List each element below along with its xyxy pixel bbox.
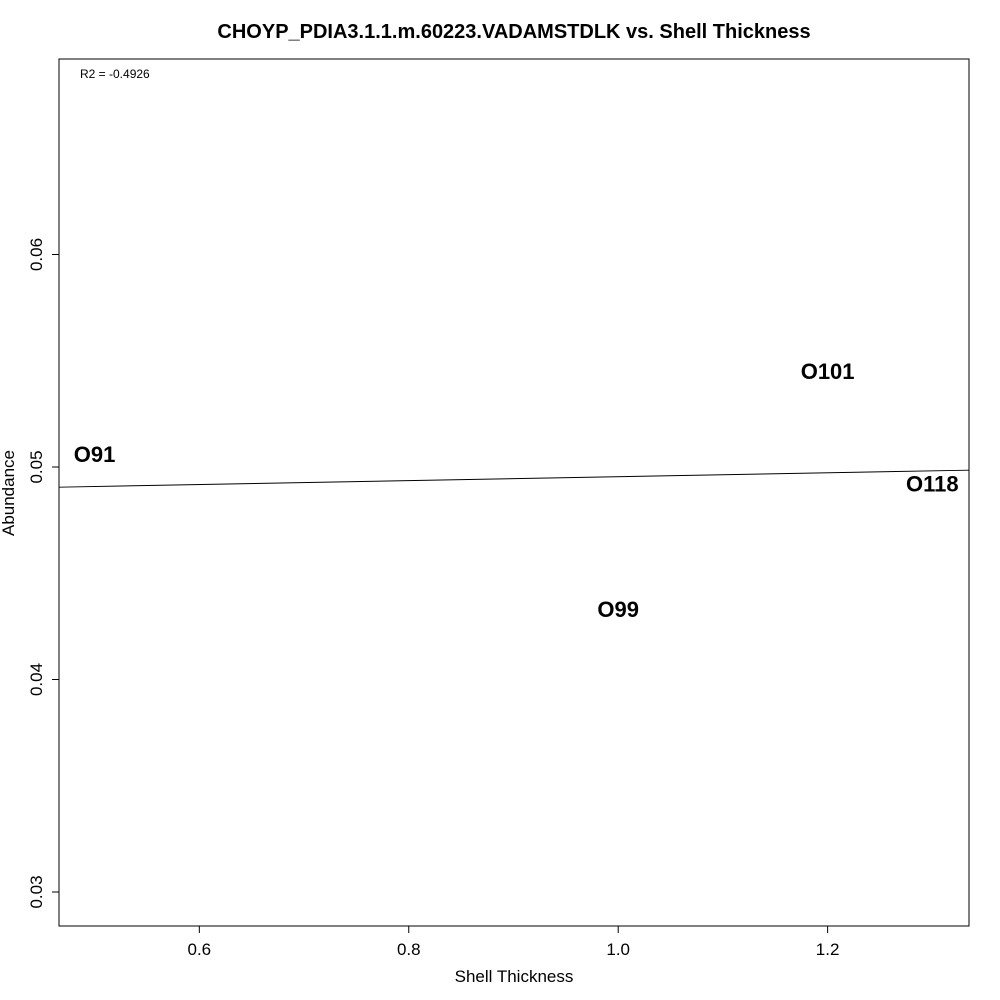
x-tick-label: 1.2 — [816, 940, 840, 959]
y-axis: 0.03 0.04 0.05 0.06 — [27, 238, 60, 909]
x-tick-label: 1.0 — [606, 940, 630, 959]
x-axis-label: Shell Thickness — [455, 967, 574, 986]
x-tick-label: 0.8 — [397, 940, 421, 959]
data-point-label: O101 — [801, 359, 855, 384]
y-tick-label: 0.03 — [27, 875, 46, 908]
y-tick-label: 0.05 — [27, 450, 46, 483]
y-axis-label: Abundance — [0, 450, 18, 536]
data-point-label: O91 — [74, 442, 116, 467]
data-point-label: O118 — [906, 472, 959, 497]
chart-title: CHOYP_PDIA3.1.1.m.60223.VADAMSTDLK vs. S… — [217, 21, 810, 43]
data-points: O91 O99 O101 O118 — [74, 359, 959, 622]
regression-line — [58, 469, 970, 488]
y-tick-label: 0.04 — [27, 663, 46, 696]
data-point-label: O99 — [597, 597, 639, 622]
x-tick-label: 0.6 — [188, 940, 212, 959]
r2-annotation: R2 = -0.4926 — [80, 67, 150, 81]
x-axis: 0.6 0.8 1.0 1.2 — [188, 925, 840, 959]
y-tick-label: 0.06 — [27, 238, 46, 271]
plot-frame — [58, 58, 970, 927]
